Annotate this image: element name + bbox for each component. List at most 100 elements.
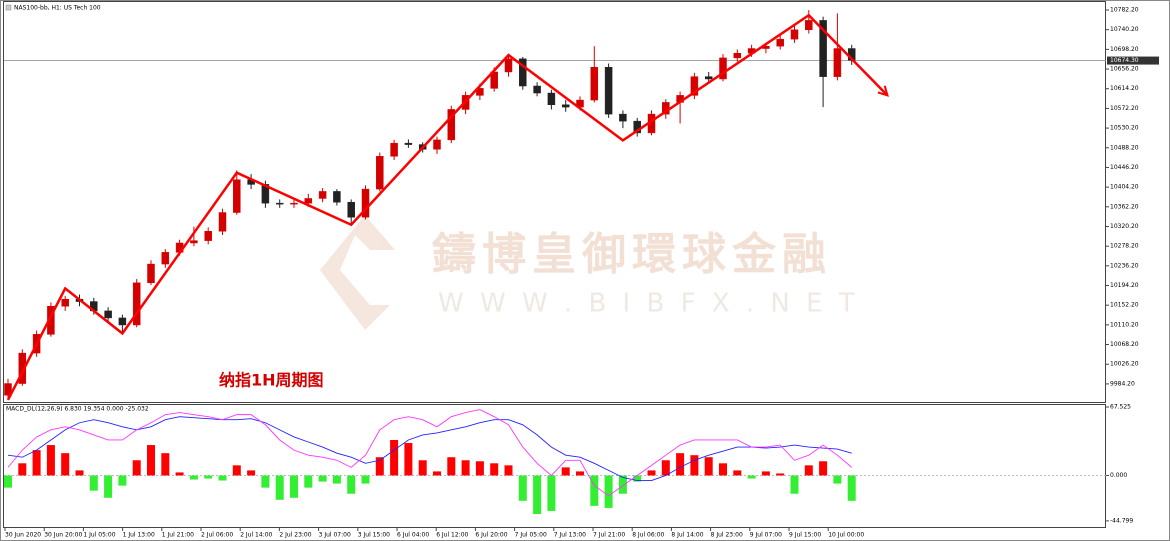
candle-body — [104, 310, 112, 319]
macd-panel-frame — [3, 404, 1106, 528]
time-label: 1 Jul 21:00 — [162, 532, 194, 539]
y-tick-label: 10320.20 — [1110, 223, 1139, 230]
y-tick-label: -44.799 — [1110, 517, 1133, 524]
time-label: 8 Jul 23:00 — [711, 532, 743, 539]
y-tick-label: 10110.20 — [1110, 321, 1139, 328]
histogram-bar — [533, 475, 542, 515]
histogram-bar — [690, 455, 699, 476]
time-label: 1 Jul 13:00 — [123, 532, 155, 539]
histogram-bar — [461, 460, 470, 476]
histogram-bar — [647, 470, 656, 476]
watermark-logo — [320, 215, 395, 330]
y-tick-label: 10404.20 — [1110, 184, 1139, 191]
candle-body — [819, 20, 827, 77]
current-price-label: 10674.30 — [1110, 57, 1139, 64]
histogram-bar — [175, 472, 184, 476]
candle-body — [790, 29, 799, 40]
histogram-bar — [676, 453, 685, 476]
histogram-bar — [290, 475, 298, 498]
histogram-bar — [418, 460, 427, 476]
y-tick-label: 10446.20 — [1110, 164, 1139, 171]
candle-body — [733, 52, 742, 59]
histogram-bar — [318, 475, 327, 482]
candle-body — [161, 252, 170, 265]
candle-body — [376, 156, 384, 190]
histogram-bar — [504, 465, 513, 476]
candle-body — [519, 58, 527, 87]
time-label: 8 Jul 14:00 — [671, 532, 703, 539]
histogram-bar — [247, 470, 256, 476]
histogram-bar — [776, 473, 785, 476]
candle-body — [504, 58, 513, 73]
histogram-bar — [819, 461, 828, 476]
histogram-bar — [433, 471, 441, 476]
watermark-url: W W W . B I B F X . N E T — [438, 289, 859, 319]
time-label: 30 Jun 20:00 — [44, 532, 82, 539]
candle-body — [805, 20, 813, 31]
histogram-bar — [32, 450, 41, 476]
symbol-icon — [5, 4, 12, 11]
time-label: 7 Jul 05:00 — [515, 532, 547, 539]
time-label: 10 Jul 00:00 — [828, 532, 864, 539]
candle-body — [118, 317, 127, 326]
candle-body — [218, 212, 227, 232]
histogram-bar — [618, 475, 627, 494]
candle-body — [132, 282, 141, 326]
candle-body — [704, 76, 713, 80]
candle-body — [547, 92, 556, 106]
histogram-bar — [161, 453, 170, 476]
histogram-bar — [275, 475, 284, 500]
candle-body — [719, 57, 727, 80]
time-label: 2 Jul 06:00 — [201, 532, 233, 539]
histogram-bar — [147, 445, 155, 476]
candle-body — [4, 383, 12, 396]
macd-title: MACD_DL(12,26,9) 6.830 19.354 0.000 -25.… — [6, 406, 149, 413]
histogram-bar — [447, 457, 456, 476]
histogram-bar — [761, 471, 770, 476]
histogram-bar — [576, 471, 584, 476]
candle-body — [447, 109, 456, 141]
candle-body — [147, 263, 155, 284]
zigzag-arrowhead — [877, 85, 889, 97]
histogram-bar — [733, 470, 742, 476]
histogram-bar — [633, 475, 642, 482]
candle-body — [833, 48, 842, 77]
histogram-bar — [204, 475, 213, 479]
histogram-bar — [590, 475, 599, 506]
histogram-bar — [218, 475, 227, 481]
candle-body — [476, 88, 484, 96]
histogram-bar — [104, 475, 113, 498]
histogram-bar — [804, 465, 813, 476]
y-tick-label: 9984.20 — [1110, 380, 1135, 387]
histogram-bar — [332, 475, 341, 484]
histogram-bar — [561, 467, 570, 476]
y-tick-label: 67.525 — [1110, 404, 1131, 411]
histogram-bar — [518, 475, 527, 501]
y-tick-label: 10740.20 — [1110, 26, 1139, 33]
candle-body — [390, 142, 398, 157]
zigzag-line — [6, 13, 889, 401]
histogram-bar — [89, 475, 98, 491]
candle-body — [275, 202, 284, 205]
histogram-bar — [833, 475, 842, 484]
histogram-bar — [847, 475, 856, 501]
time-label: 6 Jul 12:00 — [436, 532, 468, 539]
watermark: 鑄博皇御環球金融 W W W . B I B F X . N E T — [320, 215, 859, 330]
histogram-bar — [547, 475, 556, 511]
histogram-bar — [46, 445, 55, 476]
histogram-bar — [232, 465, 241, 476]
candle-body — [604, 67, 613, 115]
histogram-bar — [361, 475, 370, 484]
candle-body — [404, 142, 413, 145]
time-label: 2 Jul 23:00 — [279, 532, 311, 539]
y-tick-label: 10026.20 — [1110, 361, 1139, 368]
histogram-bar — [375, 457, 384, 476]
candle-body — [361, 188, 370, 218]
histogram-bar — [347, 475, 356, 494]
histogram-bar — [132, 460, 141, 476]
y-tick-label: 0.000 — [1110, 472, 1127, 479]
histogram-bar — [118, 475, 127, 486]
time-label: 7 Jul 21:00 — [593, 532, 625, 539]
histogram-bar — [261, 475, 270, 488]
